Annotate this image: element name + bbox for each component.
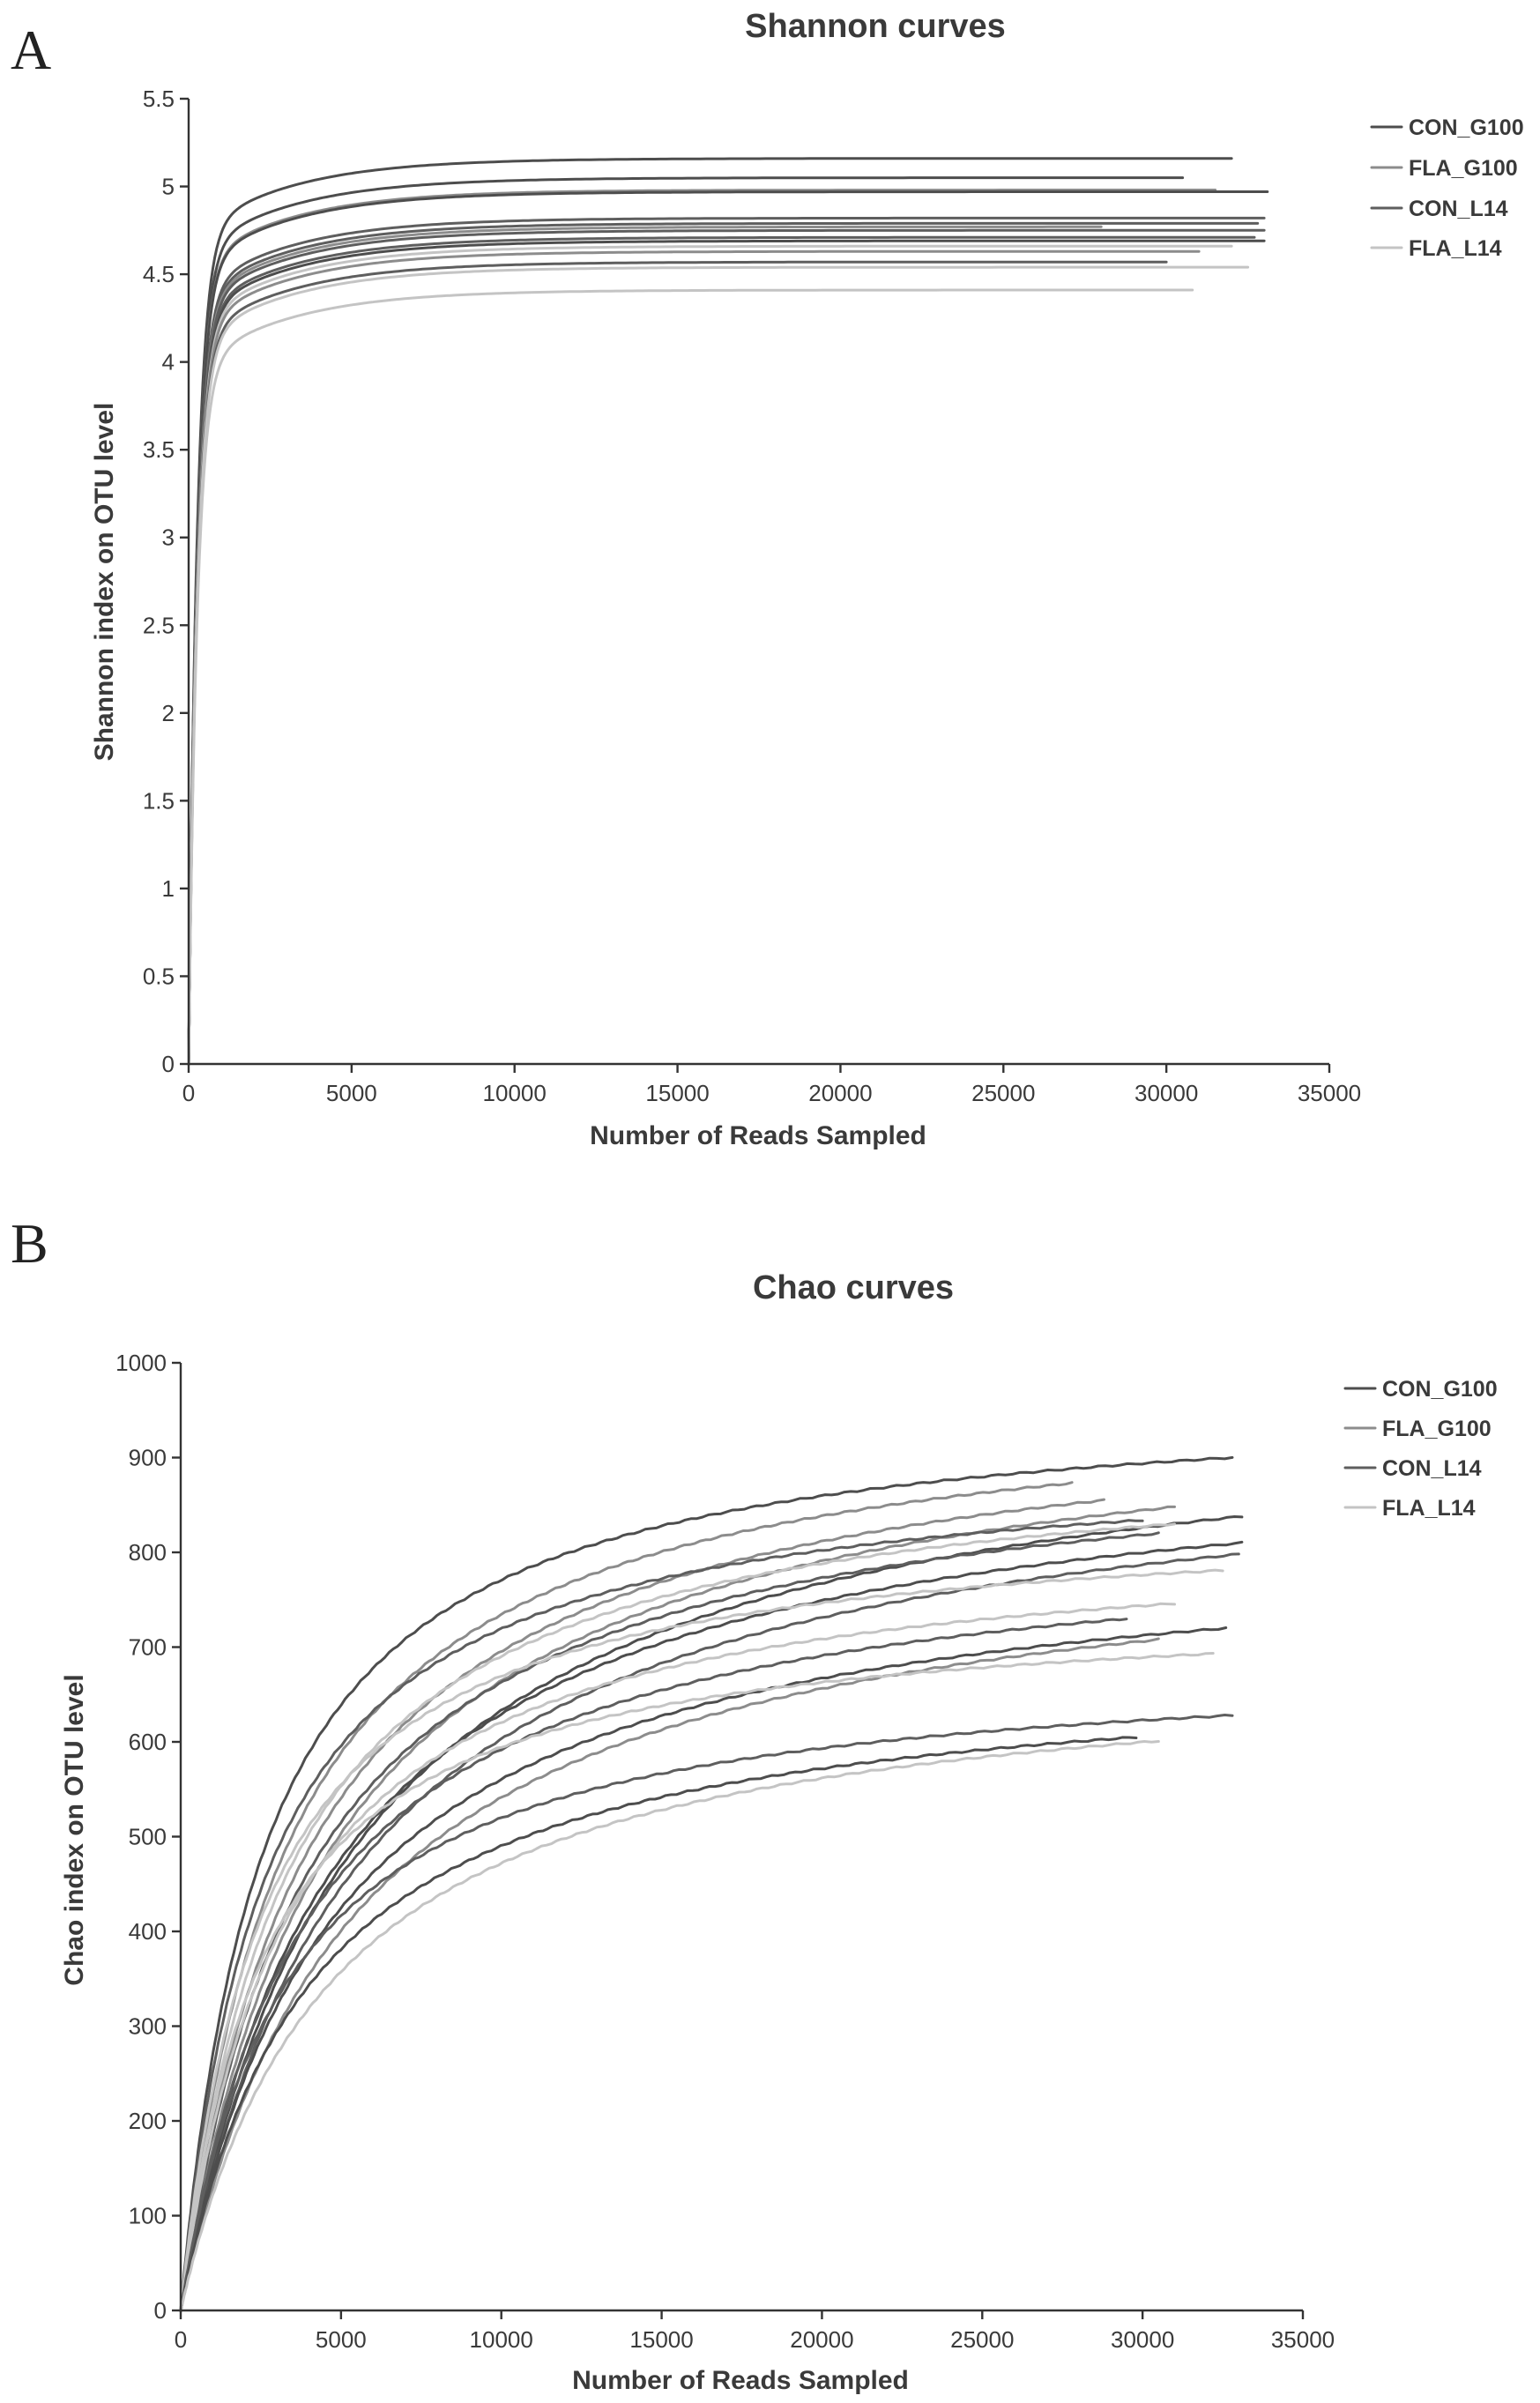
y-tick-label: 0.5 xyxy=(143,963,175,989)
y-tick-label: 800 xyxy=(129,1539,167,1566)
legend-label: CON_G100 xyxy=(1382,1377,1498,1402)
series-line-con-g100 xyxy=(179,1626,1228,2312)
series-group xyxy=(179,1455,1244,2313)
x-tick-label: 25000 xyxy=(971,1080,1035,1106)
y-tick-label: 2 xyxy=(162,700,175,726)
series-line-fla-l14 xyxy=(179,1522,1176,2312)
y-tick-label: 200 xyxy=(129,2108,167,2134)
x-tick-label: 30000 xyxy=(1111,2326,1174,2353)
x-axis-title: Number of Reads Sampled xyxy=(572,2366,909,2395)
y-tick-label: 600 xyxy=(129,1729,167,1755)
legend: CON_G100 FLA_G100 CON_L14 FLA_L14 xyxy=(1343,1377,1498,1521)
x-tick-label: 15000 xyxy=(645,1080,709,1106)
x-tick-label: 35000 xyxy=(1271,2326,1335,2353)
y-tick-label: 5 xyxy=(162,174,175,200)
series-line-con-g100 xyxy=(187,176,1185,1066)
x-tick-label: 0 xyxy=(175,2326,187,2353)
legend-label: CON_L14 xyxy=(1409,197,1508,221)
series-line-con-l14 xyxy=(179,1618,1128,2312)
series-line-con-l14 xyxy=(187,216,1266,1066)
series-line-con-g100 xyxy=(187,190,1269,1066)
y-axis-ticks: 0 100 200 300 400 500 600 700 800 900 10… xyxy=(115,1350,181,2324)
panel-label-b: B xyxy=(11,1212,48,1275)
chart-title: Shannon curves xyxy=(745,8,1006,45)
y-axis-ticks: 0 0.5 1 1.5 2 2.5 3 3.5 4 4.5 5 5.5 xyxy=(143,86,189,1077)
series-line-con-g100 xyxy=(179,1515,1244,2311)
y-tick-label: 2.5 xyxy=(143,612,175,638)
shannon-chart: A Shannon curves 0 0.5 1 1.5 2 2.5 3 3.5… xyxy=(11,8,1524,1150)
y-tick-label: 500 xyxy=(129,1824,167,1850)
series-line-con-l14 xyxy=(179,1714,1234,2312)
legend-label: CON_G100 xyxy=(1409,115,1524,140)
series-line-con-g100 xyxy=(187,239,1266,1066)
series-line-fla-g100 xyxy=(179,1637,1160,2313)
y-tick-label: 1000 xyxy=(115,1350,167,1376)
series-line-fla-l14 xyxy=(179,1602,1176,2311)
series-line-fla-g100 xyxy=(187,189,1217,1066)
series-line-con-l14 xyxy=(179,1519,1144,2311)
y-tick-label: 0 xyxy=(154,2297,167,2324)
x-tick-label: 20000 xyxy=(790,2326,853,2353)
series-line-fla-l14 xyxy=(187,265,1250,1066)
y-tick-label: 5.5 xyxy=(143,86,175,112)
y-tick-label: 4.5 xyxy=(143,261,175,287)
series-group xyxy=(187,157,1269,1066)
x-tick-label: 15000 xyxy=(629,2326,693,2353)
x-tick-label: 30000 xyxy=(1135,1080,1198,1106)
x-tick-label: 10000 xyxy=(483,1080,547,1106)
y-tick-label: 4 xyxy=(162,349,175,376)
series-line-con-l14 xyxy=(187,235,1256,1066)
y-tick-label: 1.5 xyxy=(143,787,175,814)
x-tick-label: 5000 xyxy=(326,1080,377,1106)
series-line-con-l14 xyxy=(187,221,1260,1066)
x-tick-label: 5000 xyxy=(316,2326,367,2353)
y-tick-label: 0 xyxy=(162,1051,175,1077)
x-axis-ticks: 0 5000 10000 15000 20000 25000 30000 350… xyxy=(175,2310,1335,2353)
x-tick-label: 35000 xyxy=(1298,1080,1361,1106)
y-tick-label: 1 xyxy=(162,875,175,902)
series-line-con-g100 xyxy=(179,1455,1234,2312)
x-axis-title: Number of Reads Sampled xyxy=(590,1121,926,1150)
legend-label: FLA_L14 xyxy=(1382,1496,1476,1521)
panel-label-a: A xyxy=(11,19,51,81)
series-line-con-l14 xyxy=(187,260,1168,1066)
series-line-fla-l14 xyxy=(187,244,1233,1066)
x-axis-ticks: 0 5000 10000 15000 20000 25000 30000 350… xyxy=(182,1064,1361,1106)
legend-label: CON_L14 xyxy=(1382,1456,1482,1481)
y-tick-label: 300 xyxy=(129,2013,167,2040)
x-tick-label: 20000 xyxy=(808,1080,872,1106)
series-line-fla-l14 xyxy=(179,1740,1160,2312)
series-line-con-l14 xyxy=(179,1552,1240,2312)
x-tick-label: 25000 xyxy=(950,2326,1014,2353)
series-line-con-g100 xyxy=(179,1736,1138,2311)
legend-label: FLA_L14 xyxy=(1409,236,1502,261)
y-tick-label: 400 xyxy=(129,1918,167,1945)
series-line-fla-g100 xyxy=(179,1505,1176,2312)
series-line-con-l14 xyxy=(187,228,1266,1066)
chart-title: Chao curves xyxy=(753,1269,954,1306)
legend: CON_G100 FLA_G100 CON_L14 FLA_L14 xyxy=(1370,115,1524,261)
y-tick-label: 900 xyxy=(129,1445,167,1471)
x-tick-label: 10000 xyxy=(470,2326,533,2353)
series-line-fla-l14 xyxy=(179,1568,1224,2311)
series-line-con-g100 xyxy=(187,157,1233,1066)
legend-label: FLA_G100 xyxy=(1382,1417,1492,1441)
x-tick-label: 0 xyxy=(182,1080,195,1106)
series-line-fla-l14 xyxy=(187,288,1194,1066)
y-tick-label: 700 xyxy=(129,1634,167,1661)
y-tick-label: 3.5 xyxy=(143,436,175,463)
y-tick-label: 100 xyxy=(129,2203,167,2229)
series-line-fla-g100 xyxy=(187,249,1201,1066)
series-line-fla-g100 xyxy=(187,225,1103,1066)
series-line-fla-l14 xyxy=(179,1652,1215,2313)
legend-label: FLA_G100 xyxy=(1409,156,1518,181)
y-axis-title: Chao index on OTU level xyxy=(60,1674,89,1985)
y-tick-label: 3 xyxy=(162,524,175,551)
series-line-fla-g100 xyxy=(179,1498,1105,2313)
chao-chart: B Chao curves 0 100 200 300 400 500 600 … xyxy=(11,1212,1498,2395)
y-axis-title: Shannon index on OTU level xyxy=(90,403,119,762)
